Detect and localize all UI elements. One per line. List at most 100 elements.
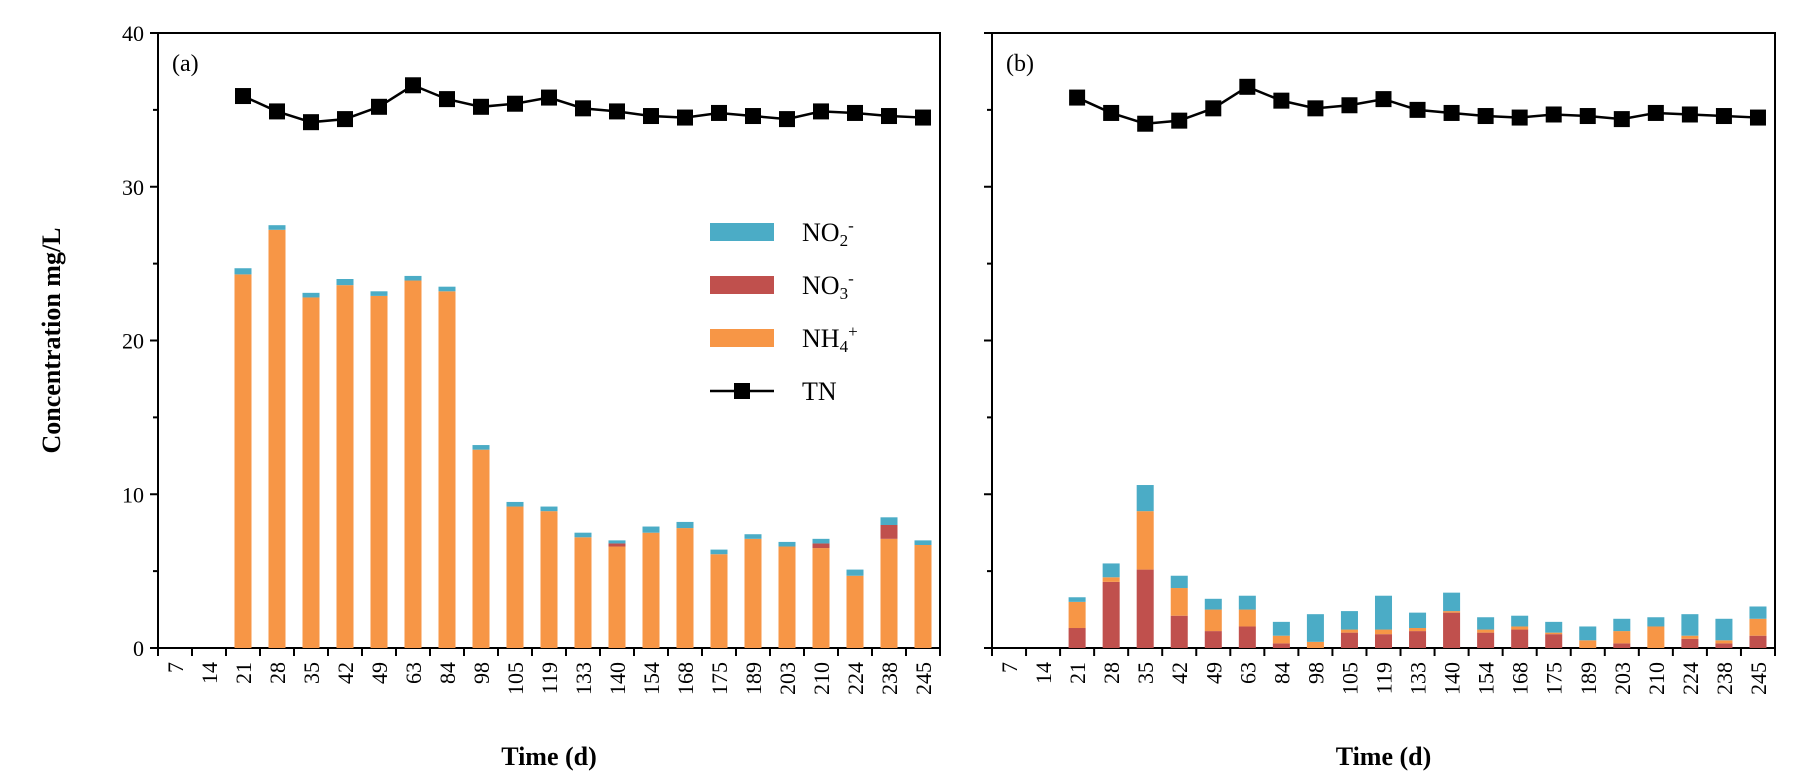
legend-label-subscript: 2 — [840, 231, 849, 250]
y-tick-label: 40 — [122, 21, 144, 46]
bar-segment — [1477, 617, 1495, 630]
bar-segment — [506, 501, 524, 507]
bar-segment — [1204, 598, 1222, 610]
x-tick-label: 140 — [1440, 662, 1465, 695]
legend-label: TN — [802, 377, 837, 406]
tn-marker — [541, 89, 557, 106]
legend-swatch — [710, 276, 774, 294]
bar-segment — [268, 229, 286, 649]
x-tick-label: 154 — [1474, 662, 1499, 695]
panel-b: 7 14 21 28 35 42 49 63 84 98 105 119 133 140 154 168 175… — [984, 32, 1776, 771]
bar-segment — [1238, 595, 1256, 610]
bar-series-nh4 — [234, 229, 932, 649]
bar-segment — [642, 532, 660, 648]
bar-segment — [914, 544, 932, 648]
x-tick-label: 119 — [537, 662, 562, 694]
x-tick-label: 28 — [1099, 662, 1124, 684]
bar-segment — [1170, 588, 1188, 616]
x-tick-label: 189 — [1576, 662, 1601, 695]
tn-marker — [813, 103, 829, 120]
bar-segment — [1613, 618, 1631, 632]
legend-label: NO2- — [802, 216, 854, 250]
bar-segment — [1749, 606, 1767, 619]
tn-marker — [1273, 92, 1290, 109]
bar-segment — [540, 506, 558, 512]
x-tick-label: 84 — [435, 662, 460, 684]
tn-marker — [643, 108, 659, 125]
tn-marker — [1443, 104, 1460, 121]
bar-segment — [1613, 643, 1631, 648]
bar-segment — [1170, 615, 1188, 648]
x-tick-label: 245 — [1746, 662, 1771, 695]
x-tick-label: 203 — [775, 662, 800, 695]
x-tick-label: 7 — [163, 662, 188, 673]
x-tick-label: 133 — [1406, 662, 1431, 695]
bar-segment — [1272, 643, 1290, 648]
bar-segment — [1068, 628, 1086, 648]
tn-marker — [1205, 100, 1222, 117]
bar-segment — [1681, 614, 1699, 636]
tn-marker — [1137, 115, 1154, 132]
bar-segment — [1613, 631, 1631, 644]
x-tick-label: 175 — [707, 662, 732, 695]
x-tick-label: 189 — [741, 662, 766, 695]
bar-series-no3 — [1068, 569, 1767, 648]
bar-segment — [744, 534, 762, 539]
bar-segment — [438, 291, 456, 648]
x-axis-title: Time (d) — [1336, 742, 1432, 771]
tn-marker — [507, 95, 523, 112]
tn-marker — [677, 109, 693, 126]
tn-marker — [609, 103, 625, 120]
tn-marker — [915, 109, 931, 126]
x-tick-label: 168 — [1508, 662, 1533, 695]
legend-label-base: NO — [802, 271, 840, 300]
bar-segment — [1647, 626, 1665, 648]
bar-segment — [1272, 635, 1290, 644]
legend-label-subscript: 4 — [840, 337, 849, 356]
tn-marker — [1409, 101, 1426, 118]
bar-segment — [574, 532, 592, 538]
tn-marker — [1749, 109, 1766, 126]
bar-segment — [1681, 635, 1699, 639]
bar-segment — [1068, 597, 1086, 602]
panel-label: (a) — [172, 51, 199, 77]
bar-segment — [506, 506, 524, 648]
x-tick-label: 140 — [605, 662, 630, 695]
bar-segment — [1545, 634, 1563, 648]
tn-markers — [1069, 78, 1766, 132]
legend: NO2-NO3-NH4+TN — [710, 216, 858, 406]
x-tick-label: 224 — [843, 662, 868, 695]
bar-segment — [1340, 629, 1358, 633]
tn-marker — [303, 114, 319, 131]
bar-segment — [336, 279, 354, 286]
tn-marker — [711, 104, 727, 121]
bar-segment — [1579, 640, 1597, 648]
y-tick-label: 30 — [122, 175, 144, 200]
bar-segment — [370, 291, 388, 296]
tn-marker — [1681, 106, 1698, 123]
bar-segment — [812, 548, 830, 648]
bar-segment — [404, 275, 422, 281]
x-tick-label: 63 — [1235, 662, 1260, 684]
bar-segment — [1306, 641, 1324, 648]
tn-marker — [473, 98, 489, 115]
legend-label-superscript: + — [848, 322, 858, 341]
bar-segment — [1102, 577, 1120, 582]
tn-marker — [1375, 91, 1392, 108]
bar-segment — [710, 549, 728, 555]
x-tick-label: 175 — [1542, 662, 1567, 695]
tn-marker — [1307, 100, 1324, 117]
legend-marker — [734, 383, 750, 399]
x-tick-label: 203 — [1610, 662, 1635, 695]
x-tick-label: 210 — [1644, 662, 1669, 695]
plot-frame — [991, 32, 1776, 649]
tn-marker — [405, 77, 421, 94]
bar-series-no2 — [1068, 485, 1767, 642]
x-tick-label: 7 — [997, 662, 1022, 673]
bar-segment — [608, 543, 626, 547]
bar-segment — [846, 575, 864, 648]
legend-label-superscript: - — [848, 216, 854, 235]
tn-marker — [1545, 106, 1562, 123]
